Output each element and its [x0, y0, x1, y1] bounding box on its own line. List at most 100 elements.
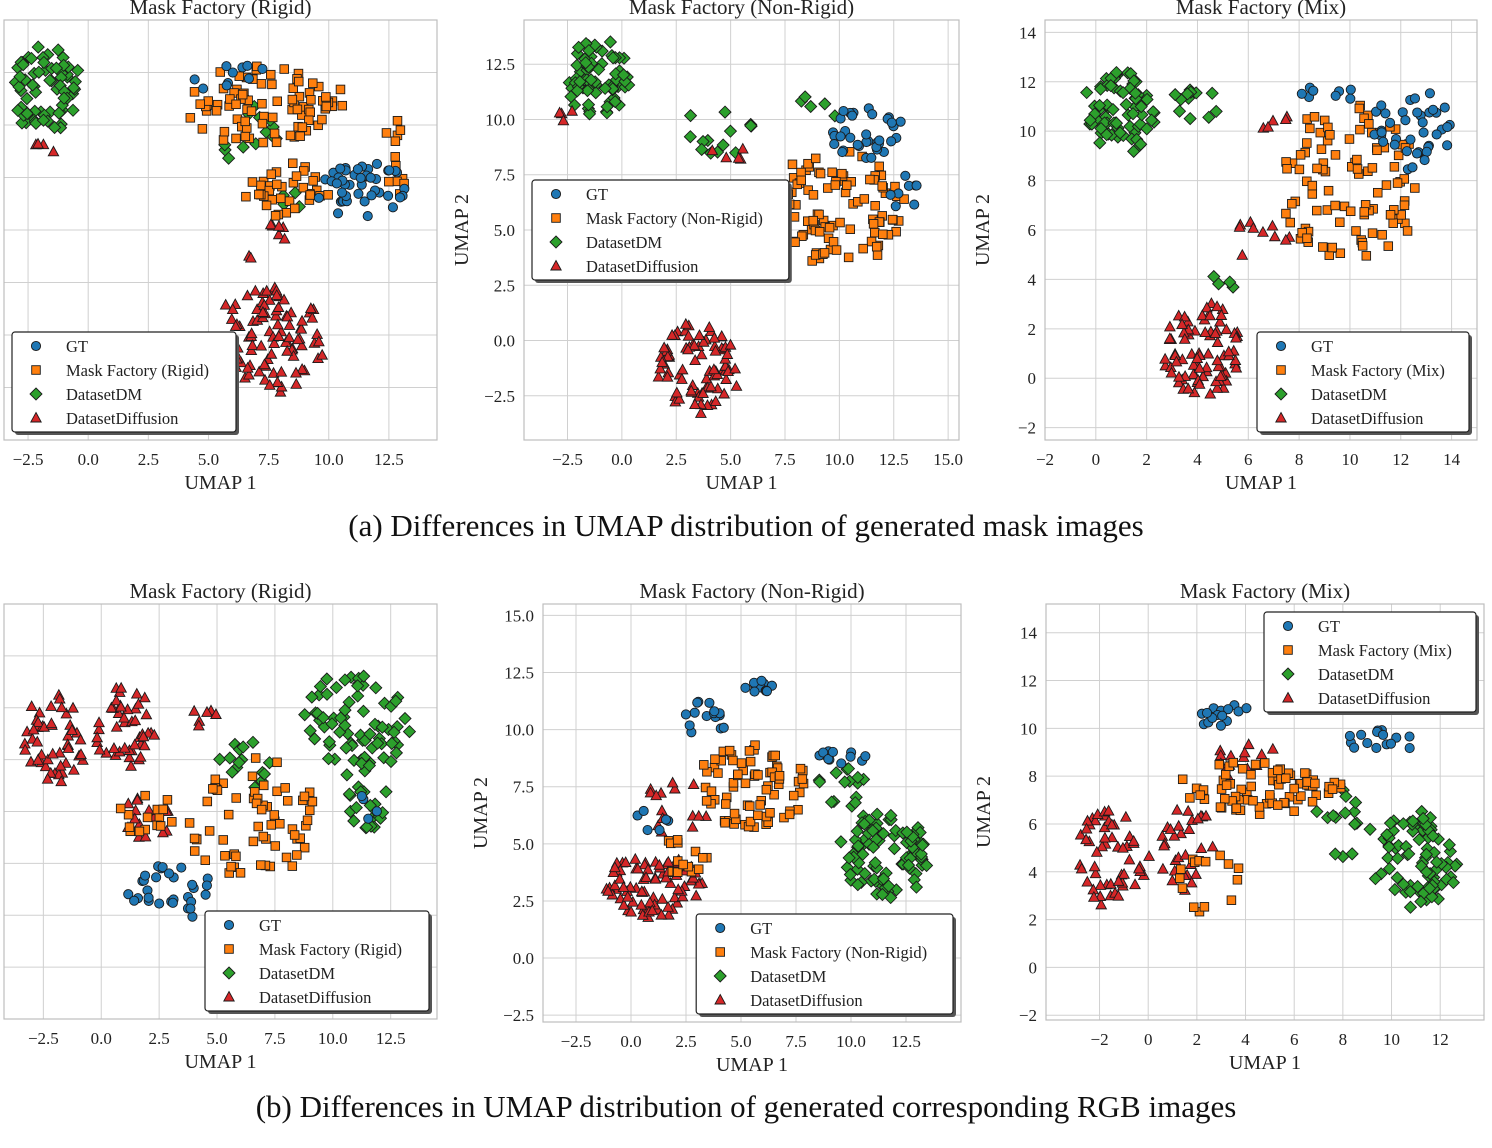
point-circle [371, 158, 382, 169]
point-square [1383, 241, 1394, 251]
point-square [162, 795, 173, 805]
point-triangle [137, 730, 150, 742]
point-triangle [708, 331, 721, 343]
y-tick-label: 6 [1029, 815, 1038, 834]
legend-label: DatasetDiffusion [586, 257, 698, 276]
point-square [865, 174, 875, 185]
point-triangle [689, 354, 702, 366]
point-diamond [1104, 79, 1118, 93]
point-circle [886, 136, 897, 147]
point-circle [355, 172, 366, 183]
point-triangle [729, 362, 742, 374]
point-triangle [132, 697, 145, 709]
point-diamond [1430, 855, 1444, 869]
point-diamond [838, 775, 852, 789]
point-circle [1424, 88, 1435, 99]
point-square [237, 89, 248, 100]
point-triangle [1158, 839, 1171, 851]
point-diamond [379, 785, 393, 799]
point-square [1248, 795, 1258, 806]
point-triangle [108, 742, 120, 753]
point-square [761, 784, 772, 795]
point-triangle [655, 908, 668, 920]
legend-box [1263, 611, 1477, 713]
point-diamond [1183, 111, 1197, 126]
point-square [859, 194, 870, 204]
point-square [321, 92, 331, 102]
point-diamond [36, 113, 51, 127]
point-diamond [608, 94, 622, 109]
point-triangle [244, 251, 257, 263]
point-square [1273, 765, 1283, 776]
point-triangle [188, 704, 201, 716]
point-square [824, 222, 835, 233]
point-circle [1417, 117, 1428, 128]
point-diamond [582, 107, 597, 121]
point-square [1307, 180, 1318, 191]
point-triangle [295, 322, 308, 334]
point-triangle [1213, 315, 1226, 327]
point-triangle [660, 871, 672, 883]
x-tick-label: 7.5 [258, 450, 279, 469]
point-diamond [340, 768, 354, 782]
point-diamond [1419, 847, 1433, 862]
point-triangle [1191, 352, 1204, 363]
point-circle [1442, 140, 1453, 151]
point-square [200, 855, 211, 865]
point-square [251, 798, 262, 809]
y-tick-label: 0 [1029, 958, 1038, 977]
point-triangle [242, 368, 255, 380]
legend-marker [223, 919, 235, 931]
point-triangle [229, 319, 242, 331]
point-circle [1384, 117, 1396, 128]
point-square [1232, 875, 1243, 885]
point-square [1246, 769, 1256, 780]
point-square [678, 859, 688, 870]
x-tick-label: −2.5 [552, 450, 583, 469]
point-square [1233, 863, 1244, 873]
point-triangle [661, 370, 674, 382]
point-square [218, 835, 228, 845]
point-circle [1407, 162, 1418, 173]
point-square [231, 99, 241, 110]
point-triangle [672, 883, 685, 895]
point-triangle [46, 747, 59, 759]
point-square [830, 180, 841, 190]
point-square [271, 137, 282, 148]
point-square [185, 113, 196, 123]
x-tick-label: 2 [1142, 450, 1151, 469]
point-square [248, 836, 259, 847]
point-square [275, 819, 285, 829]
points [8, 40, 410, 397]
point-triangle [253, 365, 266, 377]
point-triangle [720, 151, 733, 163]
point-square [285, 130, 296, 141]
point-diamond [350, 679, 365, 693]
chart-title: Mask Factory (Non-Rigid) [629, 0, 854, 19]
point-square [195, 99, 205, 109]
point-triangle [1123, 853, 1136, 865]
y-tick-label: 12.5 [504, 664, 534, 683]
point-square [1237, 764, 1248, 774]
point-triangle [688, 398, 701, 410]
legend-box [11, 331, 237, 433]
point-circle [1345, 93, 1356, 104]
point-diamond [882, 879, 896, 893]
point-triangle [736, 142, 749, 154]
point-square [134, 826, 145, 837]
point-triangle [644, 786, 657, 798]
point-square [1265, 790, 1275, 800]
point-circle [1201, 707, 1213, 718]
point-square [1289, 783, 1299, 794]
point-circle [167, 897, 178, 908]
x-tick-label: 7.5 [264, 1029, 285, 1048]
point-square [280, 783, 290, 793]
point-triangle [60, 707, 73, 719]
point-circle [129, 895, 140, 906]
point-diamond [1093, 82, 1108, 96]
point-diamond [1202, 110, 1216, 125]
point-square [790, 237, 800, 247]
point-square [210, 774, 221, 785]
point-diamond [385, 736, 399, 751]
point-square [837, 168, 847, 179]
